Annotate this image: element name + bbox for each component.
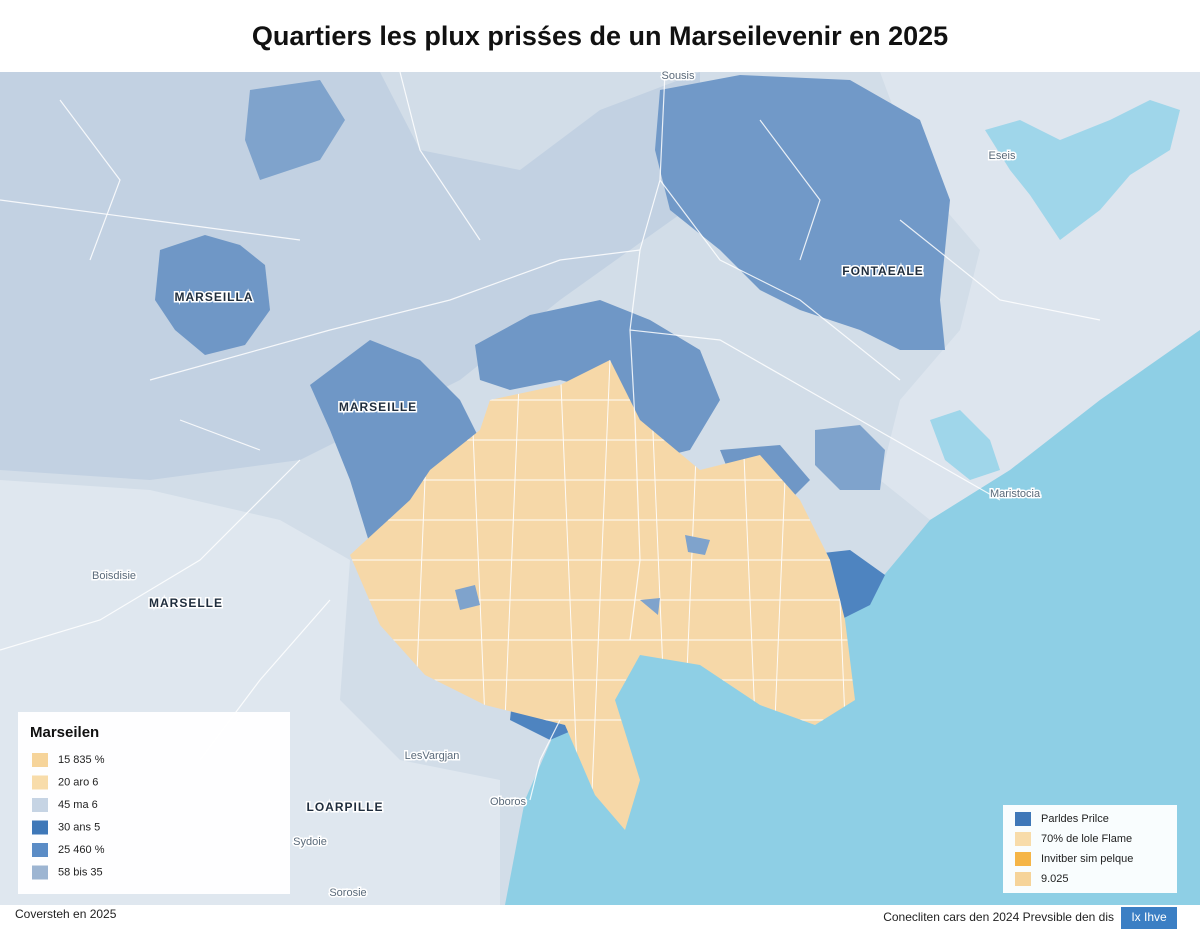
map-label: LOARPILLE (307, 800, 384, 814)
legend-label: Parldes Prilce (1041, 813, 1109, 825)
map-label: Sousis (661, 70, 695, 82)
legend-swatch (32, 753, 48, 767)
region (310, 340, 480, 545)
legend-label: 20 aro 6 (58, 776, 98, 788)
sea (505, 330, 1200, 905)
land-region (0, 72, 700, 480)
legend-swatch (1015, 852, 1031, 866)
legend-title: Marseilen (30, 724, 99, 741)
map-label: Sydoie (293, 836, 327, 848)
lake (985, 100, 1180, 240)
legend-left: Marseilen 15 835 % 20 aro 6 45 ma 6 30 ans … (18, 712, 290, 894)
legend-label: 45 ma 6 (58, 799, 98, 811)
region (655, 75, 950, 350)
legend-swatch (32, 798, 48, 812)
region (815, 425, 885, 490)
legend-label: 58 bis 35 (58, 866, 103, 878)
legend-swatch (32, 820, 48, 835)
map-label: FONTAEALE (842, 264, 923, 278)
map-label: Sorosie (329, 887, 366, 899)
legend-label: Invitber sim pelque (1041, 853, 1133, 865)
legend-box (18, 712, 290, 894)
map-label: Boisdisie (92, 570, 136, 582)
legend-swatch (1015, 872, 1031, 886)
legend-label: 25 460 % (58, 844, 105, 856)
legend-swatch (1015, 812, 1031, 826)
legend-swatch (32, 775, 48, 790)
region (155, 235, 270, 355)
cells (350, 360, 855, 830)
legend-label: 9.025 (1041, 873, 1069, 885)
region (245, 80, 345, 180)
lake (930, 410, 1000, 480)
title: Quartiers les plux prisśes de un Marseil… (252, 21, 948, 51)
legend-right: Parldes Prilce 70% de lole Flame Invitber … (1003, 805, 1177, 893)
map-label: MARSEILLE (339, 400, 417, 414)
map-label: MARSELLE (149, 596, 223, 610)
footer-right: Conecliten cars den 2024 Prevsible den d… (883, 910, 1114, 924)
legend-label: 70% de lole Flame (1041, 833, 1132, 845)
legend-swatch (32, 843, 48, 857)
legend-box (1003, 805, 1177, 893)
badge-label[interactable]: Ix Ihve (1131, 910, 1167, 924)
badge[interactable] (1121, 907, 1177, 929)
map-label: Oboros (490, 796, 527, 808)
footer-left: Coversteh en 2025 (15, 907, 117, 921)
map-label: Eseis (989, 150, 1016, 162)
legend-label: 15 835 % (58, 754, 105, 766)
map-label: MARSEILLA (175, 290, 254, 304)
legend-swatch (32, 865, 48, 880)
legend-swatch (1015, 832, 1031, 846)
legend-label: 30 ans 5 (58, 821, 100, 833)
map-label: Maristocia (990, 488, 1041, 500)
map-label: LesVargjan (405, 750, 460, 762)
